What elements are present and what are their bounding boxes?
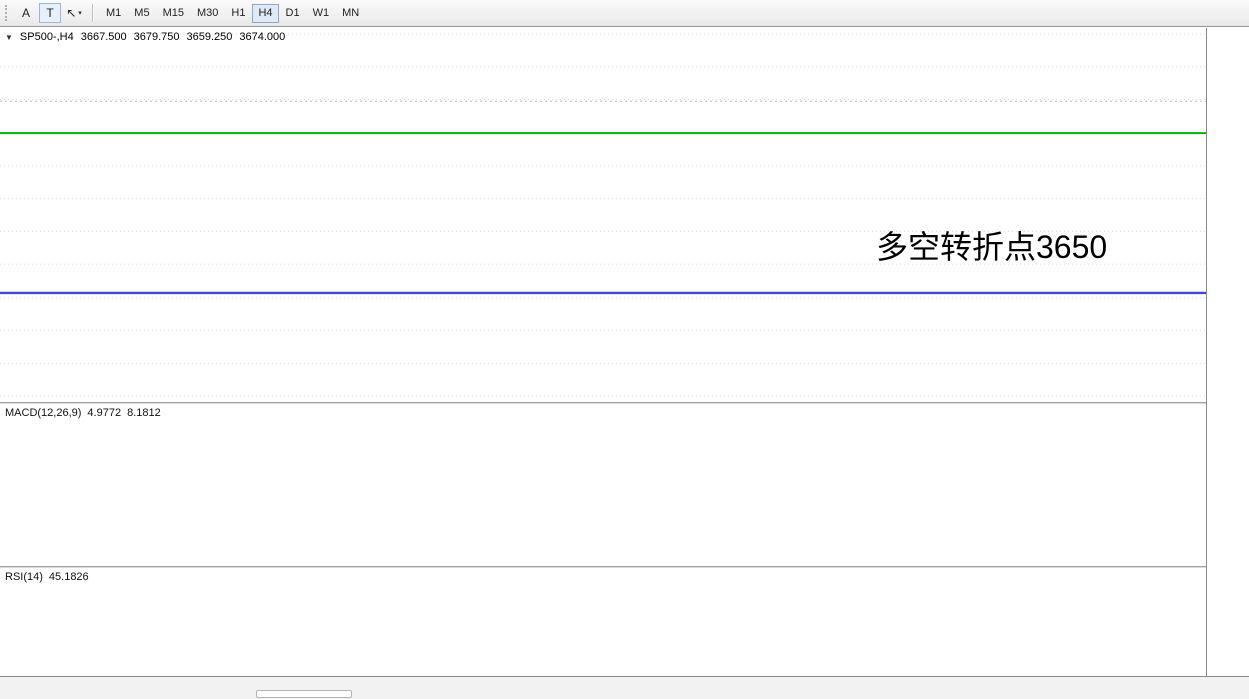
toolbar-separator bbox=[92, 4, 93, 22]
panel-separator[interactable] bbox=[0, 402, 1249, 404]
macd-panel[interactable] bbox=[0, 404, 1206, 566]
macd-main-value: 4.9772 bbox=[87, 407, 122, 419]
arrow-tool-button[interactable]: A bbox=[15, 3, 37, 23]
panel-separator[interactable] bbox=[0, 566, 1249, 568]
timeframe-button-m1[interactable]: M1 bbox=[100, 4, 127, 23]
high-value: 3679.750 bbox=[133, 31, 180, 43]
macd-indicator-label: MACD(12,26,9) 4.9772 8.1812 bbox=[5, 407, 161, 419]
timeframe-button-h1[interactable]: H1 bbox=[225, 4, 251, 23]
timeframe-button-h4[interactable]: H4 bbox=[252, 3, 279, 23]
timeframe-button-d1[interactable]: D1 bbox=[280, 4, 306, 23]
price-axis[interactable]: 3674.000 3650.000 3530.000 bbox=[1206, 28, 1249, 676]
rsi-value: 45.1826 bbox=[48, 571, 89, 583]
macd-name: MACD(12,26,9) bbox=[5, 407, 82, 419]
timeframe-button-m30[interactable]: M30 bbox=[191, 4, 224, 23]
green-level-tag: 3650.000 bbox=[1210, 30, 1248, 40]
timeframe-toolbar: M1 M5 M15 M30 H1 H4 D1 W1 MN bbox=[100, 3, 365, 23]
toolbar-grip[interactable] bbox=[5, 5, 9, 21]
horizontal-scrollbar-thumb[interactable] bbox=[256, 690, 352, 698]
text-tool-button[interactable]: T bbox=[39, 3, 61, 23]
macd-signal-value: 8.1812 bbox=[127, 407, 161, 419]
symbol-label: SP500-,H4 bbox=[19, 31, 74, 43]
current-price-tag: 3674.000 bbox=[1210, 30, 1248, 40]
cursor-icon: ↖ bbox=[66, 6, 77, 20]
low-value: 3659.250 bbox=[186, 31, 233, 43]
cursor-tool-button[interactable]: ↖ ▾ bbox=[63, 3, 85, 23]
time-axis[interactable] bbox=[0, 676, 1249, 699]
timeframe-button-m15[interactable]: M15 bbox=[157, 4, 190, 23]
blue-level-tag: 3530.000 bbox=[1210, 30, 1248, 40]
rsi-name: RSI(14) bbox=[5, 571, 43, 583]
toolbar: A T ↖ ▾ M1 M5 M15 M30 H1 H4 D1 W1 MN bbox=[0, 0, 1249, 27]
chart-annotation-text[interactable]: 多空转折点3650 bbox=[876, 229, 1108, 265]
chart-window: ▼ SP500-,H4 3667.500 3679.750 3659.250 3… bbox=[0, 28, 1249, 699]
close-value: 3674.000 bbox=[239, 31, 286, 43]
open-value: 3667.500 bbox=[80, 31, 127, 43]
rsi-panel[interactable] bbox=[0, 568, 1206, 676]
chevron-down-icon: ▾ bbox=[78, 10, 82, 17]
rsi-indicator-label: RSI(14) 45.1826 bbox=[5, 571, 89, 583]
timeframe-button-w1[interactable]: W1 bbox=[307, 4, 336, 23]
main-price-chart[interactable] bbox=[0, 28, 1206, 402]
chart-collapse-icon[interactable]: ▼ bbox=[5, 32, 13, 42]
timeframe-button-m5[interactable]: M5 bbox=[128, 4, 155, 23]
chart-info-line: ▼ SP500-,H4 3667.500 3679.750 3659.250 3… bbox=[5, 31, 285, 43]
timeframe-button-mn[interactable]: MN bbox=[336, 4, 365, 23]
